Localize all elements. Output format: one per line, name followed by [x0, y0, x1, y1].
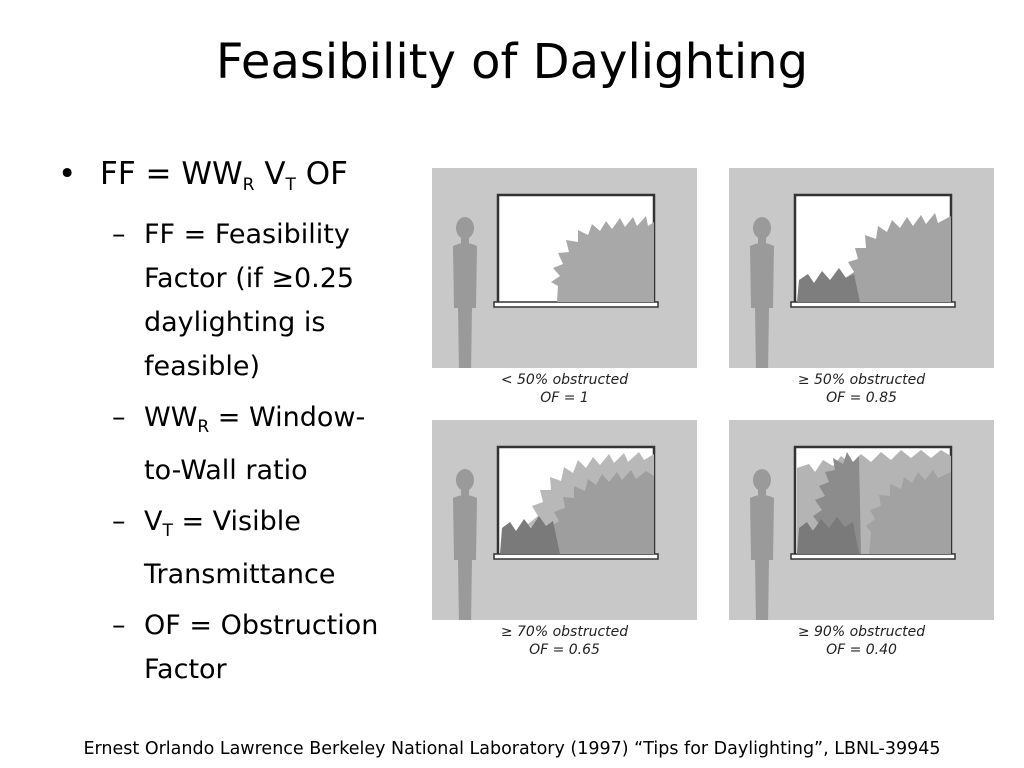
definition-list: – FF = Feasibility Factor (if ≥0.25 dayl… [112, 213, 418, 692]
tree-silhouette [549, 470, 654, 554]
formula-ff: FF = WW [100, 156, 243, 192]
formula-of: OF [295, 156, 349, 192]
definition-ff: – FF = Feasibility Factor (if ≥0.25 dayl… [112, 213, 418, 389]
window-sill [790, 301, 956, 308]
shrub-silhouette [500, 516, 560, 554]
panel-obstruction-label: ≥ 90% obstructed [797, 624, 926, 640]
definition-vt: – VT = Visible Transmittance [112, 500, 418, 597]
panel-of-label: OF = 1 [540, 390, 589, 406]
bullet-list: • FF = WWR VT OF – FF = Feasibility Fact… [58, 152, 418, 699]
panel-obstruction-label: ≥ 70% obstructed [500, 624, 629, 640]
definition-of: – OF = Obstruction Factor [112, 604, 418, 692]
formula-bullet: • FF = WWR VT OF [58, 152, 418, 207]
formula-v: V [254, 156, 286, 192]
obstruction-panel-4: ≥ 90% obstructed OF = 0.40 [729, 420, 994, 664]
panel-of-label: OF = 0.65 [529, 642, 600, 658]
source-citation: Ernest Orlando Lawrence Berkeley Nationa… [83, 739, 941, 759]
panel-illustration-4 [729, 420, 994, 620]
panel-illustration-1 [432, 168, 697, 368]
definition-wwr: – WWR = Window- to-Wall ratio [112, 396, 418, 493]
person-icon [453, 217, 477, 368]
person-icon [750, 217, 774, 368]
formula-ww-subscript: R [242, 175, 255, 195]
panel-of-label: OF = 0.40 [826, 642, 897, 658]
dash-icon: – [112, 402, 126, 433]
person-icon [750, 469, 774, 620]
window-sill [493, 553, 659, 560]
panel-illustration-3 [432, 420, 697, 620]
bullet-dot-icon: • [58, 156, 77, 192]
window-sill [790, 553, 956, 560]
panel-of-label: OF = 0.85 [826, 390, 897, 406]
dash-icon: – [112, 506, 126, 537]
panel-illustration-2 [729, 168, 994, 368]
formula-v-subscript: T [285, 175, 296, 195]
slide-title: Feasibility of Daylighting [215, 34, 809, 90]
dash-icon: – [112, 219, 126, 250]
panel-obstruction-label: < 50% obstructed [500, 372, 629, 388]
tree-silhouette [551, 216, 654, 302]
shrub-silhouette [797, 517, 859, 554]
tree-silhouette [866, 470, 951, 554]
obstruction-panel-3: ≥ 70% obstructed OF = 0.65 [432, 420, 697, 664]
tree-silhouette [845, 213, 951, 302]
shrub-silhouette [797, 268, 860, 302]
obstruction-panel-1: < 50% obstructed OF = 1 [432, 168, 697, 412]
dash-icon: – [112, 610, 126, 641]
panel-obstruction-label: ≥ 50% obstructed [797, 372, 926, 388]
obstruction-figure: < 50% obstructed OF = 1 ≥ 50% obstructed… [432, 168, 994, 668]
window-sill [493, 301, 659, 308]
person-icon [453, 469, 477, 620]
obstruction-panel-2: ≥ 50% obstructed OF = 0.85 [729, 168, 994, 412]
